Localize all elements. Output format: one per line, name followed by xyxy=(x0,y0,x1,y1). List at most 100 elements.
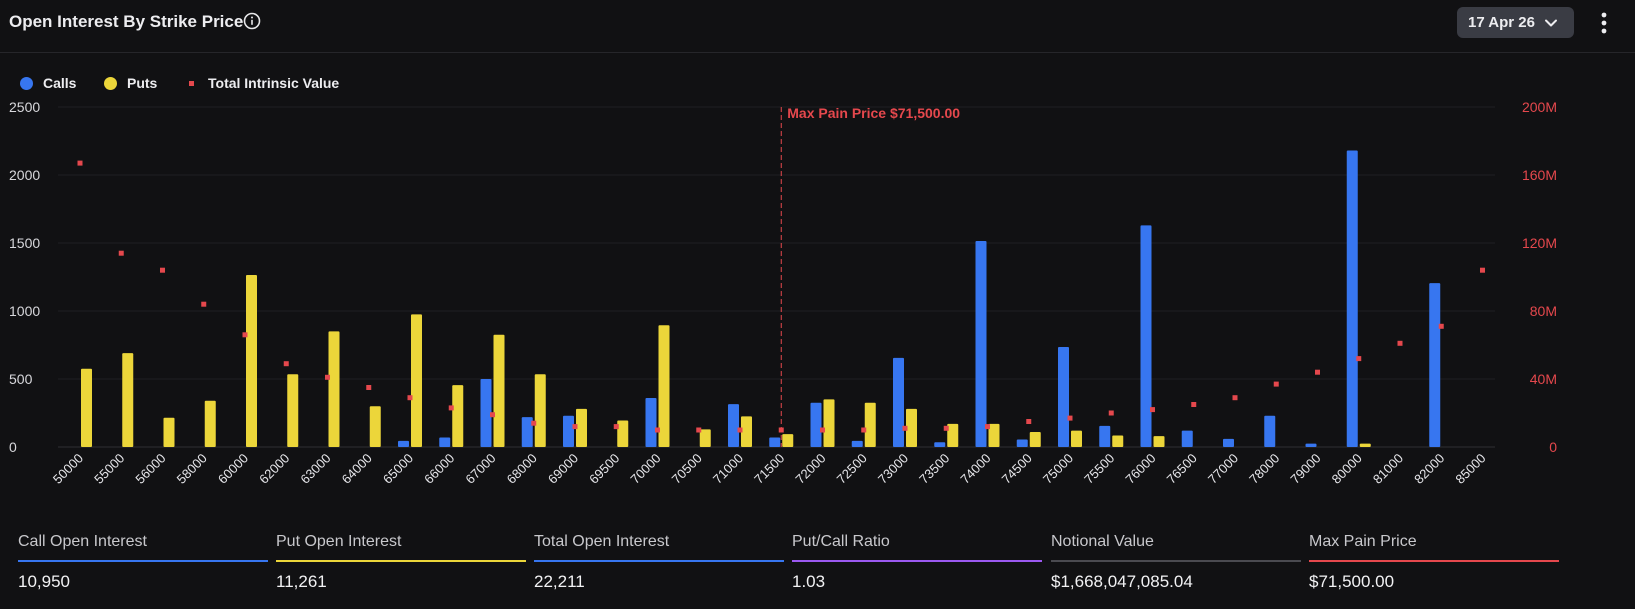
calls-bar xyxy=(1058,347,1069,447)
stat-value: 1.03 xyxy=(792,572,826,591)
puts-bar xyxy=(534,374,546,447)
x-tick-label: 58000 xyxy=(174,451,210,487)
intrinsic-value-point xyxy=(1397,340,1403,346)
puts-bar xyxy=(411,314,422,447)
intrinsic-value-point xyxy=(531,420,537,426)
intrinsic-value-point xyxy=(407,395,413,401)
x-tick-label: 76000 xyxy=(1122,451,1158,487)
intrinsic-value-point xyxy=(655,427,660,433)
stat-underline xyxy=(792,560,1042,562)
intrinsic-value-point xyxy=(696,427,702,433)
stat-label: Total Open Interest xyxy=(534,533,670,550)
y-right-tick-label: 120M xyxy=(1522,235,1557,251)
x-tick-label: 60000 xyxy=(215,451,251,487)
intrinsic-value-point xyxy=(160,267,165,273)
intrinsic-value-point xyxy=(490,412,495,418)
calls-bar xyxy=(398,440,409,447)
puts-bar xyxy=(81,368,92,447)
intrinsic-value-point xyxy=(1438,323,1444,329)
stat-label: Put Open Interest xyxy=(276,533,402,550)
intrinsic-value-point xyxy=(1067,415,1073,421)
calls-bar xyxy=(1140,225,1152,447)
info-icon[interactable] xyxy=(243,12,261,30)
puts-bar xyxy=(699,429,711,447)
x-tick-label: 55000 xyxy=(91,451,127,487)
puts-bar xyxy=(1112,435,1124,447)
stat-call-oi: Call Open Interest 10,950 xyxy=(18,533,268,592)
legend-calls[interactable]: Calls xyxy=(20,73,76,93)
intrinsic-value-point xyxy=(1191,402,1197,407)
stat-underline xyxy=(534,560,784,562)
intrinsic-value-point xyxy=(448,405,454,411)
intrinsic-value-point xyxy=(820,427,825,433)
intrinsic-value-point xyxy=(1273,381,1279,387)
puts-bar xyxy=(452,385,464,447)
stat-total-oi: Total Open Interest 22,211 xyxy=(534,533,784,592)
calls-bar xyxy=(1223,438,1234,447)
intrinsic-value-point xyxy=(1150,407,1155,413)
x-tick-label: 73500 xyxy=(916,451,952,487)
x-tick-label: 69000 xyxy=(545,451,581,487)
x-tick-label: 70500 xyxy=(669,451,705,487)
legend-calls-label: Calls xyxy=(43,75,77,91)
x-tick-label: 67000 xyxy=(462,451,498,487)
puts-bar xyxy=(864,402,876,447)
intrinsic-value-point xyxy=(201,301,207,307)
stat-underline xyxy=(276,560,526,562)
intrinsic-square-icon xyxy=(189,80,194,86)
stats-row: Call Open Interest 10,950 Put Open Inter… xyxy=(18,533,1618,609)
date-selector-label: 17 Apr 26 xyxy=(1468,14,1535,31)
y-left-tick-label: 1500 xyxy=(9,235,40,251)
puts-bar xyxy=(122,353,134,447)
x-tick-label: 82000 xyxy=(1411,451,1447,487)
y-right-tick-label: 80M xyxy=(1530,303,1557,319)
puts-bar xyxy=(287,374,299,447)
intrinsic-value-point xyxy=(1026,419,1032,424)
chevron-down-icon xyxy=(1545,19,1557,27)
intrinsic-value-point xyxy=(77,160,83,166)
stat-value: $1,668,047,085.04 xyxy=(1051,572,1193,591)
intrinsic-value-point xyxy=(1480,267,1485,273)
puts-bar xyxy=(906,408,917,447)
stat-underline xyxy=(18,560,268,562)
x-tick-label: 75500 xyxy=(1081,451,1117,487)
x-tick-label: 72500 xyxy=(834,451,870,487)
x-tick-label: 68000 xyxy=(504,451,540,487)
page-title: Open Interest By Strike Price xyxy=(9,12,244,31)
intrinsic-value-point xyxy=(572,424,578,430)
calls-bar xyxy=(851,440,863,447)
x-tick-label: 70000 xyxy=(627,451,663,487)
y-left-tick-label: 2000 xyxy=(9,167,40,183)
puts-bar xyxy=(493,334,505,447)
puts-bar xyxy=(782,434,794,447)
y-left-tick-label: 500 xyxy=(9,371,33,387)
stat-label: Call Open Interest xyxy=(18,533,147,550)
x-tick-label: 65000 xyxy=(380,451,416,487)
calls-bar xyxy=(1099,425,1111,447)
intrinsic-value-point xyxy=(943,425,949,431)
x-tick-label: 56000 xyxy=(132,451,168,487)
legend-puts[interactable]: Puts xyxy=(104,73,157,93)
x-tick-label: 77000 xyxy=(1205,451,1241,487)
y-left-tick-label: 0 xyxy=(9,439,17,455)
y-right-tick-label: 0 xyxy=(1549,439,1557,455)
puts-bar xyxy=(1071,430,1082,447)
stat-put-oi: Put Open Interest 11,261 xyxy=(276,533,526,592)
legend-intrinsic[interactable]: Total Intrinsic Value xyxy=(185,73,339,93)
x-tick-label: 79000 xyxy=(1287,451,1323,487)
more-options-icon[interactable] xyxy=(1594,9,1614,37)
calls-bar xyxy=(645,398,657,447)
stat-value: 22,211 xyxy=(534,572,585,591)
x-tick-label: 80000 xyxy=(1329,451,1365,487)
calls-bar xyxy=(1305,443,1317,447)
intrinsic-value-point xyxy=(613,424,619,430)
stat-underline xyxy=(1051,560,1301,562)
chart-header: Open Interest By Strike Price 17 Apr 26 xyxy=(0,0,1635,53)
x-tick-label: 73000 xyxy=(875,451,911,487)
stat-put-call-ratio: Put/Call Ratio 1.03 xyxy=(792,533,1042,592)
date-selector[interactable]: 17 Apr 26 xyxy=(1457,7,1574,38)
x-tick-label: 64000 xyxy=(339,451,375,487)
x-tick-label: 66000 xyxy=(421,451,457,487)
calls-bar xyxy=(934,442,946,447)
calls-bar xyxy=(1016,439,1028,447)
